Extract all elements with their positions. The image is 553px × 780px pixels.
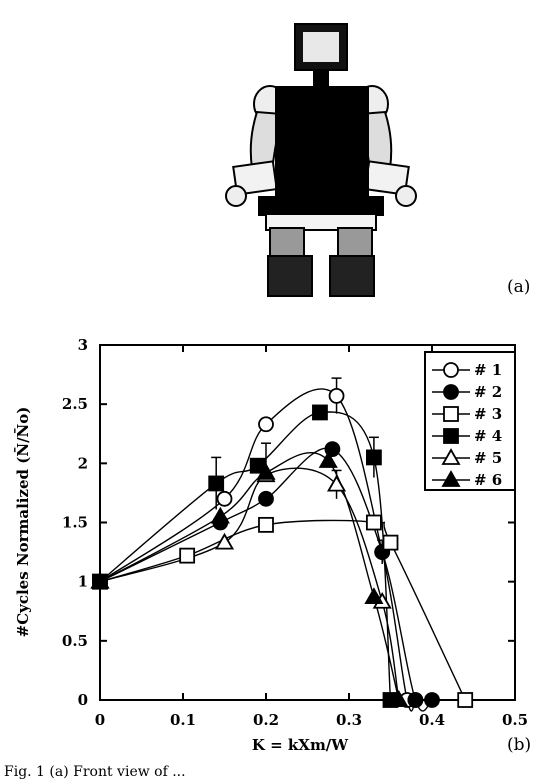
x-axis-ticks: 0 0.1 0.2 0.3 0.4 0.5 xyxy=(95,345,528,729)
y-tick-label: 0.5 xyxy=(62,632,88,650)
y-tick-label: 0 xyxy=(78,691,88,709)
series-4-point xyxy=(365,449,382,466)
legend-label: # 6 xyxy=(474,471,502,489)
y-tick-label: 1.5 xyxy=(62,514,88,532)
x-tick-label: 0.2 xyxy=(253,711,279,729)
x-tick-label: 0.3 xyxy=(336,711,362,729)
series-markers xyxy=(90,387,474,708)
x-tick-label: 0.1 xyxy=(170,711,196,729)
robot-belt xyxy=(265,213,377,231)
series-4-point xyxy=(312,404,328,421)
series-5-point xyxy=(214,532,235,550)
legend-marker xyxy=(441,470,461,487)
series-1-point xyxy=(258,416,274,433)
series-3-point xyxy=(258,516,274,533)
series-5-point xyxy=(326,474,347,492)
series-3-point xyxy=(457,692,474,708)
x-tick-label: 0.4 xyxy=(419,711,445,729)
robot-right-hand xyxy=(395,185,417,207)
series-3-point xyxy=(382,534,399,551)
series-1-point xyxy=(328,387,345,404)
x-tick-label: 0.5 xyxy=(502,711,528,729)
series-2-point xyxy=(407,692,424,708)
series-3-point xyxy=(365,514,382,531)
robot-left-forearm xyxy=(232,160,278,196)
robot-torso xyxy=(275,86,369,204)
legend-marker xyxy=(443,384,459,400)
series-line-1 xyxy=(99,388,417,712)
series-6-point xyxy=(364,587,384,604)
series-line-4 xyxy=(99,411,392,701)
legend-marker xyxy=(443,406,459,422)
series-4-point xyxy=(208,475,225,492)
x-axis-label: K = kXm/W xyxy=(252,736,349,754)
series-6-point xyxy=(256,462,276,480)
y-tick-label: 3 xyxy=(78,336,88,354)
robot-face xyxy=(303,32,339,62)
legend-label: # 1 xyxy=(474,361,502,379)
legend-box xyxy=(424,351,516,491)
y-axis-label: #Cycles Normalized (N̄/N̄o) xyxy=(13,407,32,638)
y-tick-label: 2 xyxy=(78,454,88,472)
series-line-5 xyxy=(99,467,400,701)
series-6-point xyxy=(90,571,110,589)
robot-right-thigh xyxy=(337,227,373,259)
panel-b-label: (b) xyxy=(507,735,531,755)
x-tick-label: 0 xyxy=(95,711,105,729)
error-bars xyxy=(211,377,388,564)
series-6-point xyxy=(210,506,230,524)
series-line-2 xyxy=(99,447,433,712)
y-tick-label: 1 xyxy=(78,573,88,591)
panel-a-label: (a) xyxy=(507,277,530,297)
legend-marker xyxy=(443,362,459,378)
legend: # 1 # 2 # 3 # 4 # 5 # 6 xyxy=(424,351,516,491)
legend-marker xyxy=(443,428,459,444)
legend-label: # 4 xyxy=(474,427,502,445)
series-2-point xyxy=(258,490,274,507)
robot-left-hand xyxy=(225,185,247,207)
series-2-point xyxy=(424,692,440,708)
y-tick-label: 2.5 xyxy=(62,395,88,413)
series-6-point xyxy=(389,690,409,707)
robot-illustration: (a) xyxy=(225,23,530,297)
series-line-6 xyxy=(99,451,400,701)
series-1-point xyxy=(216,490,233,507)
legend-marker xyxy=(441,448,461,465)
figure-caption: Fig. 1 (a) Front view of ... xyxy=(4,764,186,780)
robot-neck xyxy=(313,70,329,88)
robot-right-leg xyxy=(329,255,375,297)
series-curves xyxy=(99,388,466,712)
robot-left-leg xyxy=(267,255,313,297)
series-6-point xyxy=(318,451,338,468)
series-3-point xyxy=(179,547,196,564)
legend-label: # 3 xyxy=(474,405,502,423)
legend-label: # 2 xyxy=(474,383,502,401)
robot-hip-step xyxy=(258,196,384,216)
legend-label: # 5 xyxy=(474,449,502,467)
